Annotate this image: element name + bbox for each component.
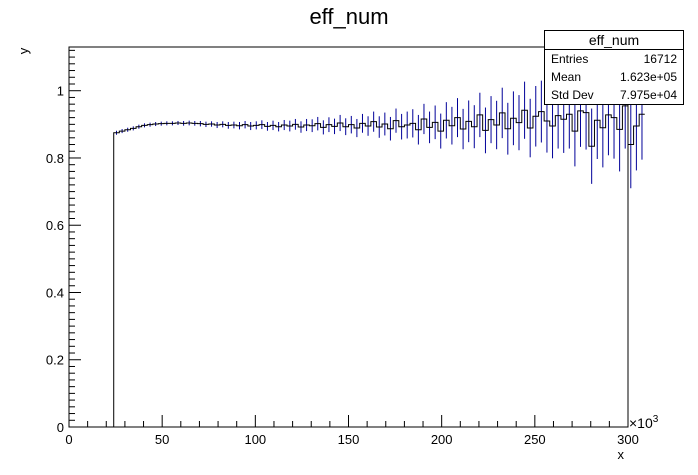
- chart-title: eff_num: [309, 4, 389, 29]
- y-axis-label: y: [16, 47, 31, 54]
- stats-box-title: eff_num: [545, 31, 683, 50]
- stats-label: Entries: [551, 52, 589, 66]
- x-tick-label: 100: [244, 432, 266, 447]
- stats-value: 1.623e+05: [619, 70, 677, 84]
- x-axis-label: x: [618, 447, 625, 462]
- stats-value: 7.975e+04: [619, 88, 677, 102]
- histogram-line: [113, 105, 645, 427]
- stats-box: eff_num Entries 16712 Mean 1.623e+05 Std…: [544, 30, 684, 105]
- stats-label: Mean: [551, 70, 582, 84]
- x-exponent-power: 3: [653, 414, 659, 425]
- y-axis: 0 0.2 0.4 0.6 0.8 1: [46, 49, 81, 435]
- stats-row-mean: Mean 1.623e+05: [545, 68, 683, 86]
- x-tick-label: 150: [338, 432, 360, 447]
- stats-label: Std Dev: [551, 88, 594, 102]
- x-tick-label: 300: [617, 432, 639, 447]
- x-tick-label: 0: [65, 432, 72, 447]
- y-tick-label: 1: [57, 84, 64, 99]
- y-tick-label: 0: [57, 420, 64, 435]
- x-tick-label: 50: [155, 432, 169, 447]
- y-tick-label: 0.8: [46, 151, 64, 166]
- stats-value: 16712: [643, 52, 677, 66]
- x-exponent-label: ×103: [629, 414, 659, 431]
- stats-row-stddev: Std Dev 7.975e+04: [545, 86, 683, 104]
- x-tick-label: 200: [431, 432, 453, 447]
- y-tick-label: 0.2: [46, 353, 64, 368]
- y-tick-label: 0.6: [46, 218, 64, 233]
- y-tick-label: 0.4: [46, 285, 64, 300]
- x-tick-label: 250: [524, 432, 546, 447]
- stats-row-entries: Entries 16712: [545, 50, 683, 68]
- x-exponent-base: ×10: [629, 415, 653, 431]
- x-axis: 0 50 100 150 200 250 300: [65, 415, 639, 447]
